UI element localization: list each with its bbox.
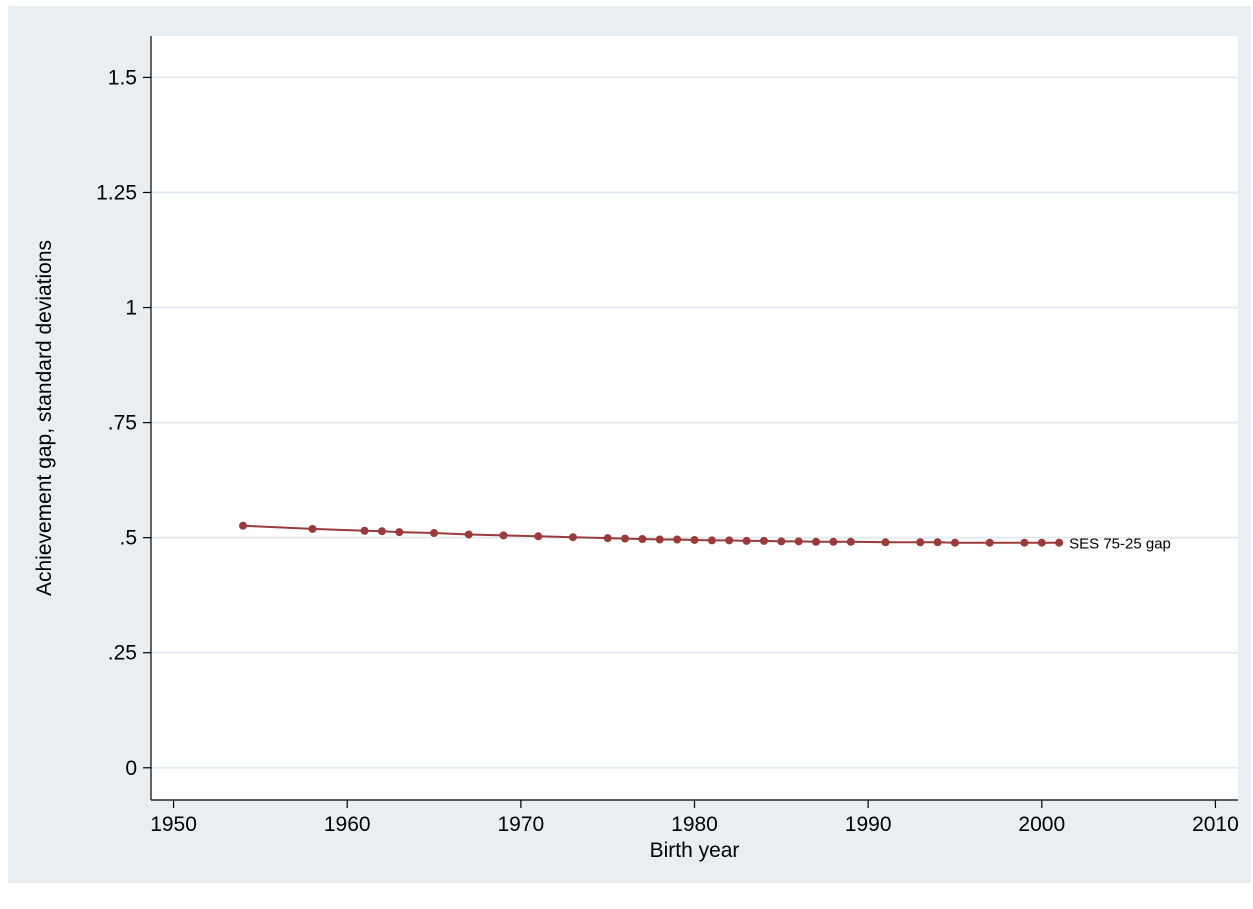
data-point-0-1 — [308, 524, 317, 533]
chart-figure: 0 .25 .5 .75 1 1.25 1.5 1950 1960 1970 1980 1990 200… — [8, 6, 1251, 883]
data-point-0-5 — [430, 529, 439, 538]
data-point-0-30 — [1020, 538, 1029, 547]
y-tick-label-3: .75 — [108, 412, 137, 435]
axes: 0 .25 .5 .75 1 1.25 1.5 1950 1960 1970 1980 1990 200… — [96, 36, 1239, 836]
y-tick-label-6: 1.5 — [108, 66, 137, 89]
data-point-0-26 — [916, 538, 925, 547]
y-tick-label-5: 1.25 — [96, 181, 137, 204]
data-point-0-10 — [603, 534, 612, 543]
y-tick-label-1: .25 — [108, 642, 137, 665]
data-point-0-9 — [568, 533, 577, 542]
series-layer: SES 75-25 gap — [239, 521, 1171, 553]
data-point-0-27 — [933, 538, 942, 547]
data-point-0-11 — [621, 534, 630, 543]
data-point-0-18 — [742, 536, 751, 545]
data-point-0-13 — [655, 535, 664, 544]
data-point-0-16 — [707, 536, 716, 545]
data-point-0-29 — [985, 538, 994, 547]
data-point-0-7 — [499, 531, 508, 540]
data-point-0-3 — [377, 527, 386, 536]
data-point-0-15 — [690, 535, 699, 544]
data-point-0-12 — [638, 535, 647, 544]
y-tick-label-2: .5 — [119, 527, 137, 550]
data-point-0-0 — [239, 521, 248, 530]
data-point-0-28 — [950, 538, 959, 547]
data-point-0-19 — [759, 536, 768, 545]
data-point-0-23 — [829, 537, 838, 546]
data-point-0-24 — [846, 537, 855, 546]
data-point-0-6 — [464, 530, 473, 539]
data-point-0-21 — [794, 537, 803, 546]
y-tick-label-4: 1 — [125, 297, 137, 320]
y-tick-label-0: 0 — [125, 757, 137, 780]
x-tick-label-5: 2000 — [1018, 813, 1065, 836]
x-tick-label-6: 2010 — [1192, 813, 1239, 836]
data-point-0-17 — [725, 536, 734, 545]
data-point-0-8 — [534, 532, 543, 541]
x-tick-label-3: 1980 — [671, 813, 718, 836]
series-label-0: SES 75-25 gap — [1069, 536, 1171, 553]
data-point-0-31 — [1037, 538, 1046, 547]
data-point-0-32 — [1055, 538, 1064, 547]
x-tick-label-2: 1970 — [497, 813, 544, 836]
data-point-0-22 — [812, 537, 821, 546]
data-point-0-14 — [673, 535, 682, 544]
x-tick-label-1: 1960 — [324, 813, 371, 836]
data-point-0-20 — [777, 537, 786, 546]
data-point-0-4 — [395, 528, 404, 537]
data-point-0-25 — [881, 538, 890, 547]
x-tick-label-4: 1990 — [845, 813, 892, 836]
plot-area — [151, 36, 1238, 800]
y-axis-title: Achievement gap, standard deviations — [33, 240, 56, 596]
data-point-0-2 — [360, 526, 369, 535]
x-axis-title: Birth year — [650, 839, 740, 862]
x-tick-label-0: 1950 — [150, 813, 197, 836]
line-chart: 0 .25 .5 .75 1 1.25 1.5 1950 1960 1970 1980 1990 200… — [33, 36, 1239, 862]
